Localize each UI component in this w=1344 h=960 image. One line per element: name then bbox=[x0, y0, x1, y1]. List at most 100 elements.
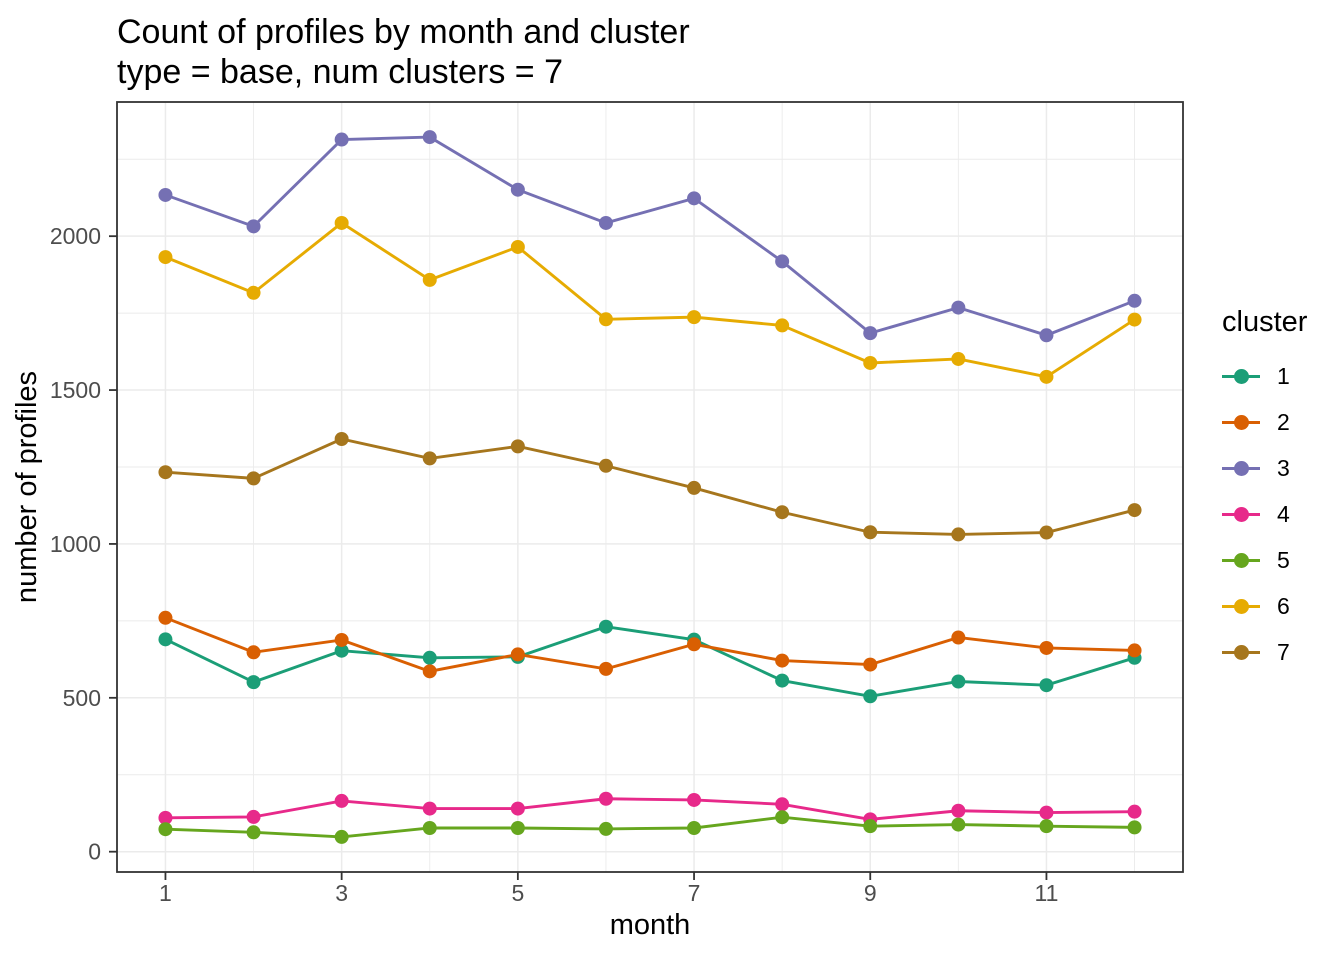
data-point-cluster-7 bbox=[863, 525, 878, 540]
legend-key-dot bbox=[1233, 506, 1249, 522]
data-point-cluster-3 bbox=[246, 219, 261, 234]
data-point-cluster-7 bbox=[246, 471, 261, 486]
data-point-cluster-6 bbox=[1039, 369, 1054, 384]
y-tick-label: 0 bbox=[88, 839, 101, 865]
series-cluster-1 bbox=[158, 619, 1142, 704]
data-point-cluster-1 bbox=[334, 643, 349, 658]
data-point-cluster-2 bbox=[334, 632, 349, 647]
data-point-cluster-3 bbox=[1039, 328, 1054, 343]
data-point-cluster-7 bbox=[334, 431, 349, 446]
data-point-cluster-7 bbox=[158, 465, 173, 480]
data-point-cluster-1 bbox=[1039, 678, 1054, 693]
series-line-cluster-6 bbox=[164, 221, 1136, 379]
x-tick-label: 5 bbox=[511, 880, 524, 906]
data-point-cluster-5 bbox=[422, 820, 437, 835]
legend-item-label: 7 bbox=[1277, 638, 1290, 665]
data-point-cluster-5 bbox=[158, 822, 173, 837]
data-series bbox=[158, 130, 1142, 844]
data-point-cluster-3 bbox=[1127, 293, 1142, 308]
series-cluster-6 bbox=[158, 215, 1142, 384]
legend-item-label: 2 bbox=[1277, 408, 1290, 435]
x-tick-label: 3 bbox=[335, 880, 348, 906]
data-point-cluster-6 bbox=[687, 310, 702, 325]
legend-item-cluster-7: 7 bbox=[1222, 629, 1342, 675]
series-line-cluster-3 bbox=[164, 135, 1136, 337]
legend-item-label: 1 bbox=[1277, 362, 1290, 389]
data-point-cluster-2 bbox=[510, 647, 525, 662]
y-tick-label: 1000 bbox=[50, 531, 101, 557]
data-point-cluster-3 bbox=[775, 254, 790, 269]
data-point-cluster-4 bbox=[246, 809, 261, 824]
x-axis-label: month bbox=[610, 909, 691, 941]
data-point-cluster-4 bbox=[1039, 805, 1054, 820]
data-point-cluster-2 bbox=[422, 664, 437, 679]
data-point-cluster-4 bbox=[510, 801, 525, 816]
data-point-cluster-6 bbox=[246, 285, 261, 300]
data-point-cluster-5 bbox=[598, 821, 613, 836]
data-point-cluster-1 bbox=[951, 674, 966, 689]
major-gridlines bbox=[117, 102, 1183, 872]
data-point-cluster-2 bbox=[951, 630, 966, 645]
data-point-cluster-2 bbox=[158, 610, 173, 625]
data-point-cluster-6 bbox=[951, 351, 966, 366]
legend-key-dot bbox=[1233, 368, 1249, 384]
data-point-cluster-1 bbox=[422, 650, 437, 665]
data-point-cluster-7 bbox=[598, 458, 613, 473]
data-point-cluster-2 bbox=[775, 653, 790, 668]
legend-item-cluster-6: 6 bbox=[1222, 583, 1342, 629]
data-point-cluster-3 bbox=[334, 132, 349, 147]
legend-key-icon bbox=[1222, 367, 1260, 385]
data-point-cluster-5 bbox=[687, 820, 702, 835]
data-point-cluster-3 bbox=[422, 130, 437, 145]
series-cluster-3 bbox=[158, 130, 1142, 343]
legend-key-dot bbox=[1233, 598, 1249, 614]
legend-key-icon bbox=[1222, 505, 1260, 523]
legend-key-dot bbox=[1233, 644, 1249, 660]
data-point-cluster-3 bbox=[510, 182, 525, 197]
data-point-cluster-5 bbox=[510, 820, 525, 835]
y-tick-label: 1500 bbox=[50, 377, 101, 403]
data-point-cluster-4 bbox=[951, 803, 966, 818]
series-line-cluster-5 bbox=[165, 815, 1135, 839]
legend-item-cluster-3: 3 bbox=[1222, 445, 1342, 491]
data-point-cluster-3 bbox=[158, 187, 173, 202]
series-cluster-2 bbox=[158, 610, 1142, 679]
legend-item-cluster-1: 1 bbox=[1222, 353, 1342, 399]
axis-tick-labels: 0 500 1000 1500 2000 1 3 5 7 9 11 bbox=[50, 223, 1059, 906]
x-tick-label: 7 bbox=[688, 880, 701, 906]
series-line-cluster-1 bbox=[164, 625, 1135, 698]
series-line-cluster-7 bbox=[165, 437, 1135, 536]
data-point-cluster-7 bbox=[951, 527, 966, 542]
data-point-cluster-7 bbox=[775, 505, 790, 520]
data-point-cluster-5 bbox=[863, 819, 878, 834]
x-tick-label: 1 bbox=[159, 880, 172, 906]
data-point-cluster-2 bbox=[687, 637, 702, 652]
series-cluster-4 bbox=[158, 791, 1142, 827]
legend: cluster 1 2 3 4 5 6 7 bbox=[1222, 306, 1342, 675]
data-point-cluster-6 bbox=[158, 250, 173, 265]
legend-items: 1 2 3 4 5 6 7 bbox=[1222, 353, 1342, 675]
data-point-cluster-6 bbox=[863, 355, 878, 370]
data-point-cluster-7 bbox=[1127, 503, 1142, 518]
data-point-cluster-1 bbox=[598, 619, 613, 634]
data-point-cluster-4 bbox=[334, 793, 349, 808]
x-tick-label: 9 bbox=[864, 880, 877, 906]
y-axis-label: number of profiles bbox=[11, 371, 43, 603]
series-line-cluster-2 bbox=[164, 616, 1135, 673]
data-point-cluster-2 bbox=[1039, 640, 1054, 655]
chart-subtitle: type = base, num clusters = 7 bbox=[117, 53, 564, 91]
data-point-cluster-6 bbox=[334, 215, 349, 230]
y-tick-label: 500 bbox=[63, 685, 101, 711]
legend-key-dot bbox=[1233, 414, 1249, 430]
series-line-cluster-4 bbox=[165, 797, 1135, 821]
legend-key-icon bbox=[1222, 597, 1260, 615]
data-point-cluster-6 bbox=[422, 272, 437, 287]
data-point-cluster-1 bbox=[863, 689, 878, 704]
legend-item-label: 4 bbox=[1277, 500, 1290, 527]
data-point-cluster-3 bbox=[598, 215, 613, 230]
data-point-cluster-3 bbox=[951, 300, 966, 315]
data-point-cluster-1 bbox=[246, 675, 261, 690]
data-point-cluster-1 bbox=[775, 673, 790, 688]
data-point-cluster-5 bbox=[951, 817, 966, 832]
